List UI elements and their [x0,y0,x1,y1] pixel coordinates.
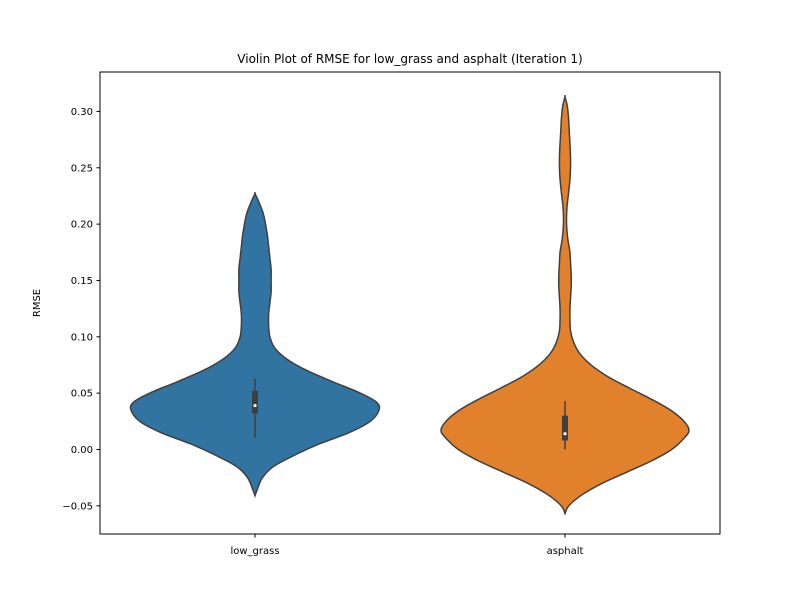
y-tick-label: 0.00 [71,445,93,456]
y-tick-label: 0.30 [71,107,93,118]
y-axis-label: RMSE [32,289,43,317]
x-tick-label: asphalt [547,546,584,557]
y-tick-label: 0.10 [71,332,93,343]
x-tick-label: low_grass [230,546,279,557]
y-tick-label: 0.15 [71,276,93,287]
y-axis: −0.05 0.00 0.05 0.10 0.15 0.20 0.25 0.30 [62,107,100,512]
chart-title: Violin Plot of RMSE for low_grass and as… [237,52,582,66]
iqr-box-asphalt [562,415,568,441]
y-tick-label: 0.05 [71,389,93,400]
y-tick-label: −0.05 [62,501,93,512]
iqr-box-low_grass [252,390,258,414]
plot-frame [99,71,721,535]
y-tick-label: 0.20 [71,220,93,231]
violin-asphalt [440,94,690,516]
x-axis: low_grass asphalt [230,534,584,557]
median-dot-asphalt [563,432,567,436]
median-dot-low_grass [253,403,257,408]
violin-low_grass [129,191,381,498]
violins-layer [129,94,690,516]
y-tick-label: 0.25 [71,163,93,174]
